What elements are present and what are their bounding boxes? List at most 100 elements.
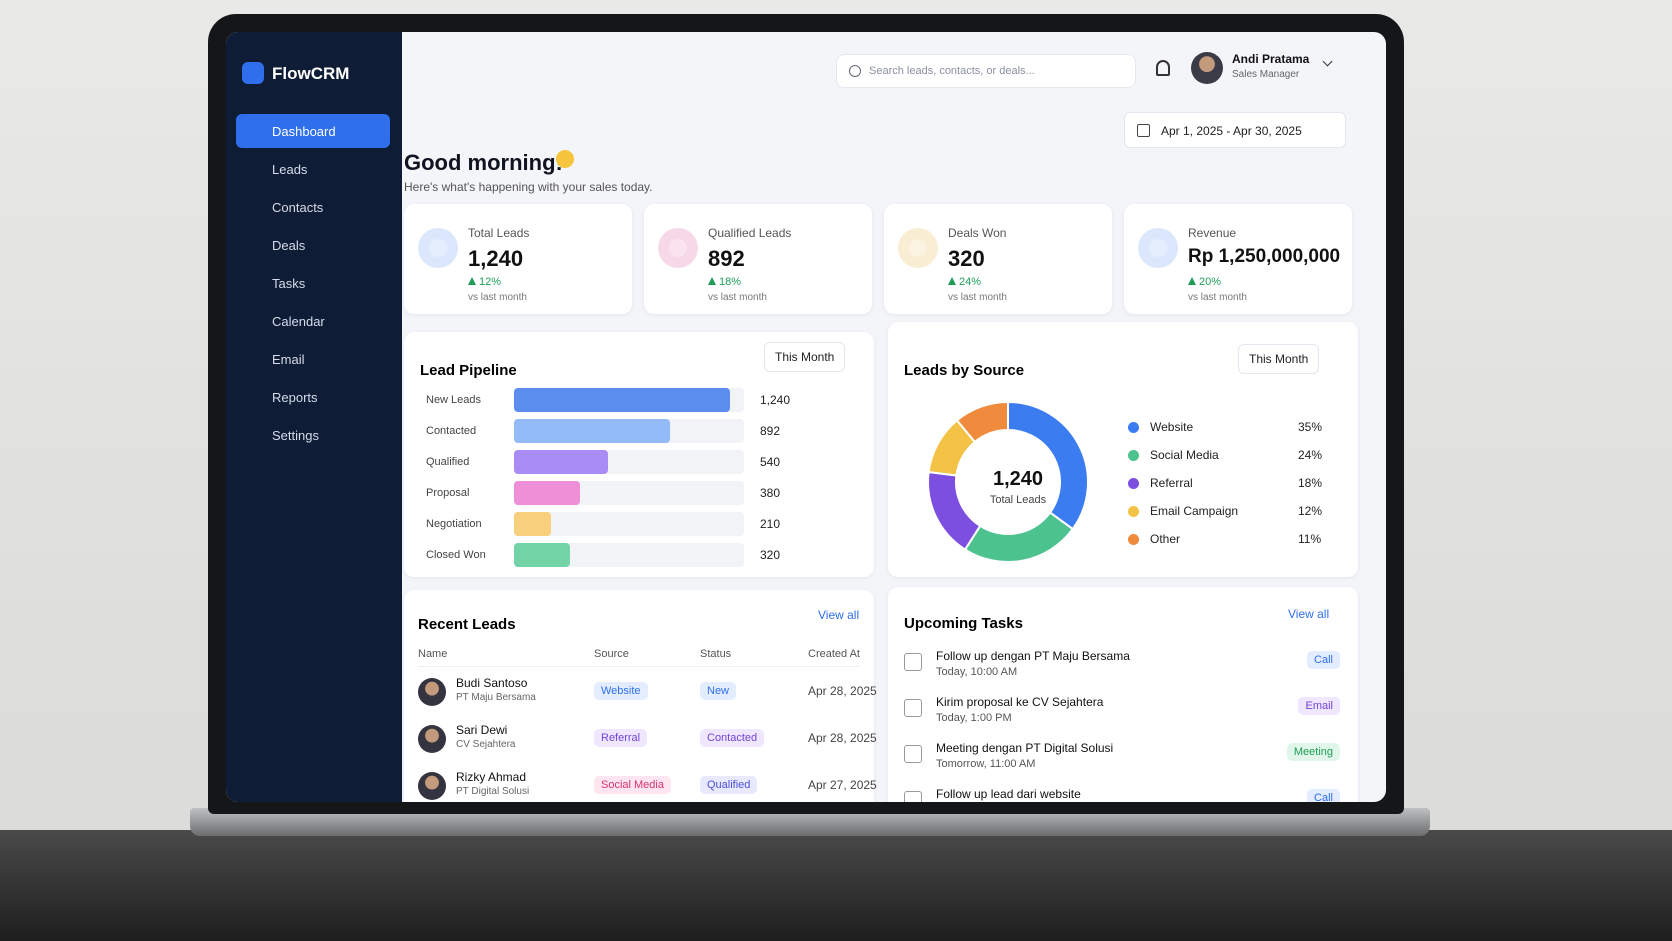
date-range: Apr 1, 2025 - Apr 30, 2025 (1161, 124, 1302, 138)
nav-item[interactable]: Deals (236, 228, 390, 262)
legend-label: Other (1150, 532, 1181, 546)
lead-company: PT Maju Bersama (456, 692, 536, 703)
kpi-value: 892 (708, 246, 745, 271)
header-divider (418, 666, 860, 667)
lead-name: Rizky Ahmad (456, 770, 527, 784)
brand: FlowCRM (272, 64, 350, 83)
view-all-leads[interactable]: View all (818, 608, 860, 622)
nav-item[interactable]: Dashboard (236, 114, 390, 148)
source-badge: Website (594, 682, 648, 700)
bell-icon[interactable] (1156, 60, 1170, 76)
task-title: Kirim proposal ke CV Sejahtera (936, 695, 1104, 709)
nav-item[interactable]: Reports (236, 380, 390, 414)
sources-filter[interactable]: This Month (1238, 344, 1320, 374)
legend-label: Referral (1150, 476, 1193, 490)
lead-avatar (418, 678, 446, 706)
search-placeholder: Search leads, contacts, or deals... (869, 65, 1035, 77)
search-icon (849, 65, 861, 77)
lead-avatar (418, 725, 446, 753)
source-badge: Social Media (594, 776, 671, 794)
legend-label: Social Media (1150, 448, 1219, 462)
nav-item[interactable]: Email (236, 342, 390, 376)
wave-icon (556, 150, 574, 168)
view-all-tasks[interactable]: View all (1288, 607, 1330, 621)
sources-card: Leads by Source This Month 1,240 Total Le… (888, 322, 1358, 577)
pipeline-bar (514, 481, 581, 505)
status-badge: New (700, 682, 737, 700)
kpi-change: 20% (1199, 276, 1222, 288)
donut-segment (955, 400, 1009, 444)
task-title: Follow up lead dari website (936, 787, 1081, 801)
kpi-label: Deals Won (948, 226, 1007, 240)
user-name: Andi Pratama (1232, 52, 1310, 66)
up-arrow (468, 277, 476, 285)
recent-leads-card: Recent Leads View all Name Source Status Cr… (404, 590, 877, 802)
lead-date: Apr 27, 2025 (808, 778, 877, 792)
tasks-title: Upcoming Tasks (904, 615, 1023, 632)
pipeline-value: 210 (760, 517, 781, 531)
task-checkbox[interactable] (904, 699, 922, 717)
nav-item[interactable]: Tasks (236, 266, 390, 300)
recent-leads-title: Recent Leads (418, 616, 516, 633)
pipeline-title: Lead Pipeline (420, 362, 517, 379)
kpi-label: Revenue (1188, 226, 1237, 240)
task-time: Today, 1:00 PM (936, 712, 1012, 724)
kpi-value: 1,240 (468, 246, 524, 271)
lead-name: Sari Dewi (456, 723, 508, 737)
legend-label: Website (1150, 420, 1194, 434)
nav-label: Dashboard (272, 124, 336, 139)
sources-title: Leads by Source (904, 362, 1025, 379)
donut-total: 1,240 (992, 468, 1044, 490)
pipeline-value: 380 (760, 486, 781, 500)
kpi-card: Revenue Rp 1,250,000,000 20% vs last month (1124, 204, 1352, 314)
task-checkbox[interactable] (904, 745, 922, 763)
pipeline-filter[interactable]: This Month (764, 342, 846, 372)
user-menu-chevron[interactable] (1322, 56, 1333, 67)
task-checkbox[interactable] (904, 791, 922, 802)
up-arrow (1188, 277, 1196, 285)
kpi-card: Deals Won 320 24% vs last month (884, 204, 1112, 314)
pipeline-bar (514, 512, 551, 536)
tasks-card: Upcoming Tasks View all Follow up dengan… (888, 587, 1358, 802)
legend-label: Email Campaign (1150, 504, 1239, 518)
nav-label: Tasks (272, 276, 306, 291)
legend-dot (1128, 534, 1139, 545)
subtitle: Here's what's happening with your sales … (404, 180, 653, 194)
user-avatar[interactable] (1191, 52, 1223, 84)
nav-item[interactable]: Calendar (236, 304, 390, 338)
donut-total-label: Total Leads (989, 494, 1047, 506)
nav-label: Reports (272, 390, 318, 405)
lead-avatar (418, 772, 446, 800)
kpi-note: vs last month (948, 292, 1007, 303)
legend-dot (1128, 422, 1139, 433)
nav-item[interactable]: Settings (236, 418, 390, 452)
column-header: Status (700, 648, 732, 660)
task-tag: Call (1307, 651, 1340, 669)
legend-value: 24% (1298, 448, 1323, 462)
pipeline-category: Proposal (426, 487, 470, 499)
kpi-note: vs last month (468, 292, 527, 303)
lead-company: CV Sejahtera (456, 739, 516, 750)
column-header: Created At (808, 648, 860, 660)
kpi-change: 18% (719, 276, 742, 288)
donut-segment (963, 511, 1075, 563)
legend-dot (1128, 506, 1139, 517)
kpi-icon (898, 228, 938, 268)
lead-name: Budi Santoso (456, 676, 528, 690)
task-checkbox[interactable] (904, 653, 922, 671)
date-picker[interactable]: Apr 1, 2025 - Apr 30, 2025 (1124, 112, 1346, 148)
pipeline-category: Qualified (426, 456, 470, 468)
search-box[interactable]: Search leads, contacts, or deals... (836, 54, 1136, 88)
user-role: Sales Manager (1232, 69, 1300, 80)
nav-item[interactable]: Leads (236, 152, 390, 186)
task-title: Follow up dengan PT Maju Bersama (936, 649, 1130, 663)
legend-dot (1128, 450, 1139, 461)
legend-value: 11% (1298, 532, 1322, 546)
up-arrow (708, 277, 716, 285)
nav-label: Email (272, 352, 305, 367)
kpi-label: Qualified Leads (708, 226, 792, 240)
donut-segment (927, 470, 982, 551)
legend-value: 18% (1298, 476, 1323, 490)
kpi-value: 320 (948, 246, 985, 271)
nav-item[interactable]: Contacts (236, 190, 390, 224)
